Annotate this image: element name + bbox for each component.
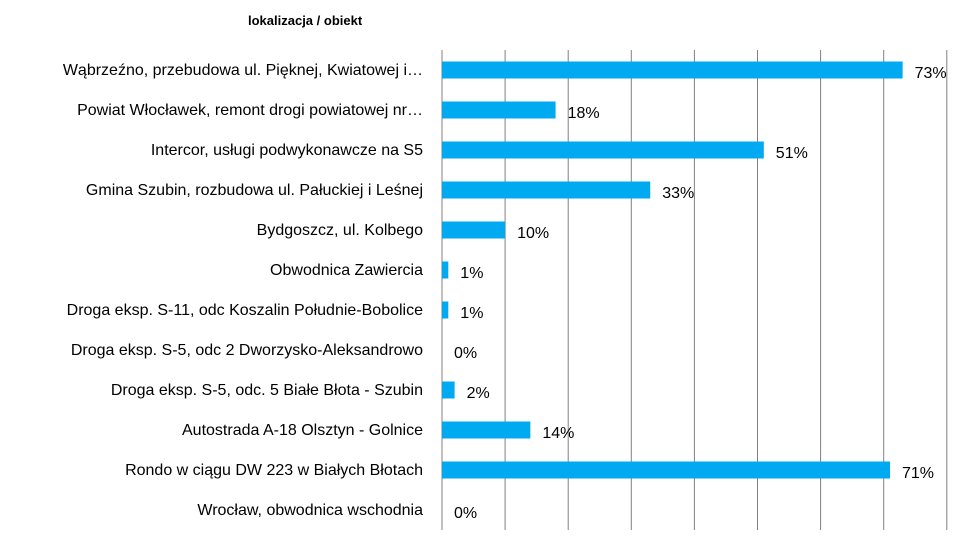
category-label: Droga eksp. S-5, odc. 5 Białe Błota - Sz…: [111, 382, 423, 399]
data-label: 0%: [454, 345, 477, 362]
category-label: Powiat Włocławek, remont drogi powiatowe…: [77, 102, 423, 119]
bar: [442, 421, 531, 439]
bar: [442, 181, 651, 199]
category-label: Obwodnica Zawiercia: [270, 262, 423, 279]
category-label: Bydgoszcz, ul. Kolbego: [257, 222, 423, 239]
category-label: Rondo w ciągu DW 223 w Białych Błotach: [125, 462, 423, 479]
data-label: 2%: [467, 385, 490, 402]
bar: [442, 261, 449, 279]
bar: [442, 301, 449, 319]
category-label: Wąbrzeźno, przebudowa ul. Pięknej, Kwiat…: [63, 62, 423, 79]
data-label: 14%: [542, 425, 574, 442]
data-label: 33%: [662, 185, 694, 202]
category-label: Intercor, usługi podwykonawcze na S5: [151, 142, 423, 159]
data-label: 73%: [915, 65, 947, 82]
data-label: 51%: [776, 145, 808, 162]
data-label: 1%: [460, 305, 483, 322]
data-label: 0%: [454, 505, 477, 522]
bar: [442, 461, 891, 479]
category-label: Wrocław, obwodnica wschodnia: [197, 502, 423, 519]
category-label: Droga eksp. S-5, odc 2 Dworzysko-Aleksan…: [71, 342, 423, 359]
category-label: Autostrada A-18 Olsztyn - Golnice: [182, 422, 423, 439]
bar: [442, 221, 506, 239]
bar: [442, 101, 556, 119]
y-axis-title: lokalizacja / obiekt: [248, 13, 363, 28]
bar: [442, 141, 764, 159]
data-label: 1%: [460, 265, 483, 282]
bar: [442, 381, 455, 399]
category-label: Gmina Szubin, rozbudowa ul. Pałuckiej i …: [86, 182, 423, 199]
data-label: 18%: [568, 105, 600, 122]
data-label: 10%: [517, 225, 549, 242]
category-label: Droga eksp. S-11, odc Koszalin Południe-…: [67, 302, 423, 319]
data-label: 71%: [902, 465, 934, 482]
bar: [442, 61, 903, 79]
